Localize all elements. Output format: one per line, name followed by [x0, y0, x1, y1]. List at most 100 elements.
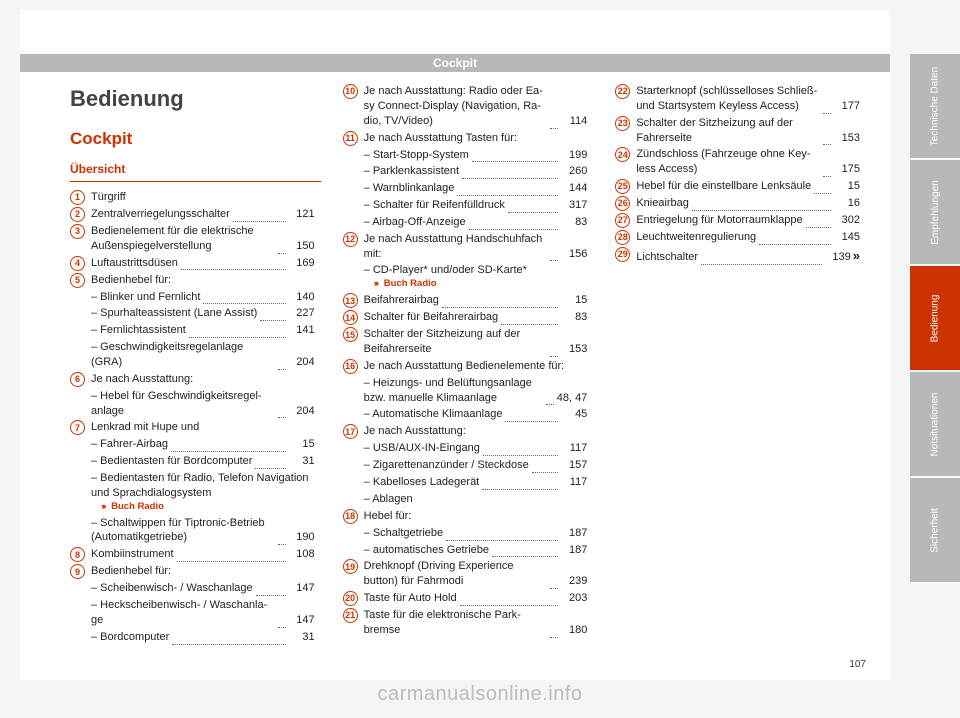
side-tab-label: Sicherheit	[930, 508, 941, 552]
list-subitem: – Schalter für Reifenfülldruck317	[343, 198, 594, 213]
list-subitem: – Bedientasten für Radio, Telefon Naviga…	[70, 471, 321, 514]
item-text: Je nach Ausstattung Handschuh­fach mit:1…	[364, 232, 594, 262]
page-ref: 190	[289, 530, 315, 545]
page-ref: 150	[289, 239, 315, 254]
item-text: Hebel für:	[364, 509, 594, 524]
list-item: 17Je nach Ausstattung:	[343, 424, 594, 439]
page-number: 107	[849, 659, 866, 670]
page-ref: 147	[289, 613, 315, 628]
item-number: 16	[343, 359, 358, 374]
item-text: – Bordcomputer31	[91, 630, 321, 645]
page-ref: 153	[834, 131, 860, 146]
list-subitem: – automatisches Getriebe187	[343, 543, 594, 558]
item-text: Taste für die elektronische Park­bremse1…	[364, 608, 594, 638]
page-ref: 16	[834, 196, 860, 211]
item-number: 28	[615, 230, 630, 245]
list-item: 20Taste für Auto Hold203	[343, 591, 594, 606]
list-item: 2Zentralverriegelungsschalter121	[70, 207, 321, 222]
list-subitem: – Airbag-Off-Anzeige83	[343, 215, 594, 230]
list-item: 5Bedienhebel für:	[70, 273, 321, 288]
item-number: 1	[70, 190, 85, 205]
list-subitem: – Spurhalteassistent (Lane Assist)227	[70, 306, 321, 321]
page-ref: 203	[561, 591, 587, 606]
page-ref: 153	[561, 342, 587, 357]
item-text: – Schaltgetriebe187	[364, 526, 594, 541]
item-text: Bedienhebel für:	[91, 273, 321, 288]
section-end-icon: »	[853, 247, 860, 265]
item-text: – Schalter für Reifenfülldruck317	[364, 198, 594, 213]
item-number: 8	[70, 547, 85, 562]
page-ref: 317	[561, 198, 587, 213]
item-text: Taste für Auto Hold203	[364, 591, 594, 606]
item-text: Schalter der Sitzheizung auf der Beifahr…	[364, 327, 594, 357]
item-text: Beifahrerairbag15	[364, 293, 594, 308]
list-subitem: – Start-Stopp-System199	[343, 148, 594, 163]
side-tab[interactable]: Empfehlungen	[910, 160, 960, 264]
page-ref: 157	[561, 458, 587, 473]
page-ref: 117	[561, 441, 587, 456]
list-item: 9Bedienhebel für:	[70, 564, 321, 579]
item-text: – Kabelloses Ladegerät117	[364, 475, 594, 490]
watermark: carmanualsonline.info	[0, 683, 960, 706]
item-text: Hebel für die einstellbare Lenksäu­le15	[636, 179, 866, 194]
side-tab[interactable]: Notsituationen	[910, 372, 960, 476]
item-number: 26	[615, 196, 630, 211]
item-number: 29	[615, 247, 630, 262]
list-subitem: – Parklenkassistent260	[343, 164, 594, 179]
list-item: 7Lenkrad mit Hupe und	[70, 420, 321, 435]
item-text: – Fahrer-Airbag15	[91, 437, 321, 452]
item-number: 22	[615, 84, 630, 99]
list-subitem: – Bedientasten für Bordcompu­ter31	[70, 454, 321, 469]
page-ref: 204	[289, 355, 315, 370]
item-number: 13	[343, 293, 358, 308]
item-text: Kombiinstrument108	[91, 547, 321, 562]
page-ref: 260	[561, 164, 587, 179]
list-item: 15Schalter der Sitzheizung auf der Beifa…	[343, 327, 594, 357]
page-ref: 141	[289, 323, 315, 338]
item-text: – CD-Player* und/oder SD-Karte*››› Buch …	[364, 263, 594, 291]
side-tab[interactable]: Bedienung	[910, 266, 960, 370]
item-text: – Geschwindigkeitsregelanlage (GRA)204	[91, 340, 321, 370]
page-ref: 139	[825, 250, 851, 265]
list-item: 12Je nach Ausstattung Handschuh­fach mit…	[343, 232, 594, 262]
item-text: Schalter der Sitzheizung auf der Fahrers…	[636, 116, 866, 146]
item-number: 11	[343, 131, 358, 146]
page-ref: 108	[289, 547, 315, 562]
list-subitem: – Schaltgetriebe187	[343, 526, 594, 541]
page-ref: 175	[834, 162, 860, 177]
list-item: 27Entriegelung für Motorraumklap­pe302	[615, 213, 866, 228]
item-number: 19	[343, 559, 358, 574]
item-number: 4	[70, 256, 85, 271]
list-subitem: – Scheibenwisch- / Waschanlage147	[70, 581, 321, 596]
page-ref: 156	[561, 247, 587, 262]
item-number: 17	[343, 424, 358, 439]
item-text: – Bedientasten für Bordcompu­ter31	[91, 454, 321, 469]
item-number: 14	[343, 310, 358, 325]
item-text: – Ablagen	[364, 492, 594, 507]
heading-3: Übersicht	[70, 161, 321, 177]
heading-2: Cockpit	[70, 128, 321, 151]
page-ref: 114	[561, 114, 587, 129]
page-ref: 180	[561, 623, 587, 638]
item-number: 18	[343, 509, 358, 524]
item-text: – USB/AUX-IN-Eingang117	[364, 441, 594, 456]
page-ref: 45	[561, 407, 587, 422]
item-text: Je nach Ausstattung Tasten für:	[364, 131, 594, 146]
item-number: 3	[70, 224, 85, 239]
item-text: – Automatische Klimaanlage45	[364, 407, 594, 422]
page-ref: 83	[561, 310, 587, 325]
item-text: Schalter für Beifahrerairbag83	[364, 310, 594, 325]
item-text: – Zigarettenanzünder / Steckdo­se157	[364, 458, 594, 473]
item-text: Entriegelung für Motorraumklap­pe302	[636, 213, 866, 228]
item-text: Je nach Ausstattung Bedienelemen­te für:	[364, 359, 594, 374]
list-subitem: – Heizungs- und Belüftungsanlage bzw. ma…	[343, 376, 594, 406]
side-tab[interactable]: Sicherheit	[910, 478, 960, 582]
side-tab[interactable]: Technische Daten	[910, 54, 960, 158]
item-text: – Parklenkassistent260	[364, 164, 594, 179]
list-subitem: – Bordcomputer31	[70, 630, 321, 645]
list-item: 13 Beifahrerairbag15	[343, 293, 594, 308]
manual-page: Cockpit Bedienung Cockpit Übersicht 1Tür…	[20, 10, 890, 680]
item-text: Luftaustrittsdüsen169	[91, 256, 321, 271]
list-subitem: – Geschwindigkeitsregelanlage (GRA)204	[70, 340, 321, 370]
list-item: 21Taste für die elektronische Park­brems…	[343, 608, 594, 638]
